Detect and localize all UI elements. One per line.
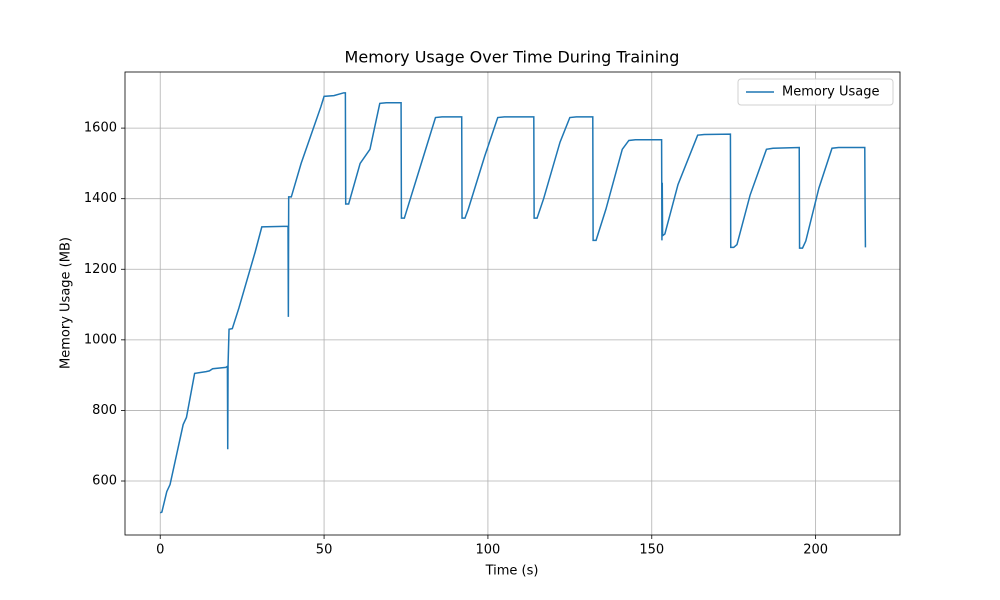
x-tick-label: 50 xyxy=(316,543,333,558)
x-axis-label: Time (s) xyxy=(485,564,539,579)
plot-frame xyxy=(124,71,901,536)
chart-title: Memory Usage Over Time During Training xyxy=(345,48,680,67)
x-tick-label: 150 xyxy=(639,543,664,558)
legend-box xyxy=(737,78,894,106)
y-axis-label: Memory Usage (MB) xyxy=(59,237,74,369)
y-tick-label: 1200 xyxy=(84,262,117,277)
y-tick-label: 1000 xyxy=(84,332,117,347)
y-tick-label: 800 xyxy=(92,403,117,418)
data-line xyxy=(159,92,867,514)
x-tick-label: 0 xyxy=(156,543,164,558)
y-tick-label: 600 xyxy=(92,474,117,489)
x-tick-label: 200 xyxy=(803,543,828,558)
y-tick-label: 1400 xyxy=(84,191,117,206)
x-tick-label: 100 xyxy=(476,543,501,558)
legend-label: Memory Usage xyxy=(782,85,880,100)
y-tick-label: 1600 xyxy=(84,121,117,136)
